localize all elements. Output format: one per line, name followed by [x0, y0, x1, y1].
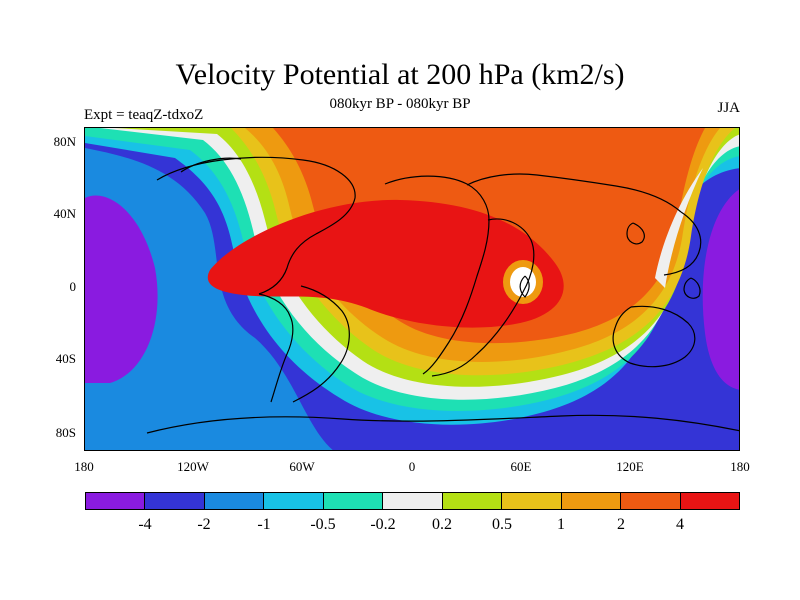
- chart-subtitle: 080kyr BP - 080kyr BP: [329, 96, 471, 112]
- colorbar-swatch: [145, 493, 205, 509]
- colorbar-label-pos-1: 1: [557, 516, 565, 533]
- map-panel: [84, 127, 740, 451]
- madagascar-outline: [519, 275, 530, 298]
- south-america-west-coast: [258, 293, 294, 403]
- velocity-potential-map: [85, 128, 739, 450]
- band-positive-4: [207, 199, 564, 328]
- north-america-coast: [156, 156, 356, 295]
- longitude-label-180-east-edge: 180: [730, 459, 750, 474]
- colorbar-label-neg-0-5: -0.5: [310, 516, 336, 533]
- longitude-label-180-west-edge: 180: [74, 459, 94, 474]
- coastline-group: [146, 156, 739, 434]
- colorbar-swatch: [502, 493, 562, 509]
- band-negative-1: [85, 148, 333, 450]
- pacific-minimum-west: [85, 195, 158, 383]
- longitude-label-120w: 120W: [177, 459, 209, 474]
- africa-east-coast: [431, 218, 535, 377]
- experiment-label: Expt = teaqZ-tdxoZ: [84, 107, 204, 123]
- colorbar-swatch: [86, 493, 146, 509]
- indian-ocean-anomaly-inner: [510, 267, 536, 297]
- maritime-continent-outline: [683, 277, 701, 299]
- colorbar-swatch: [442, 493, 503, 509]
- colorbar-swatch: [383, 493, 443, 509]
- canadian-arctic-coast: [180, 157, 242, 173]
- colorbar-swatch: [323, 493, 384, 509]
- antarctica-coast: [146, 414, 739, 434]
- colorbar-swatch: [561, 493, 622, 509]
- chart-title: Velocity Potential at 200 hPa (km2/s): [175, 58, 625, 91]
- pacific-minimum-east: [702, 189, 739, 390]
- colorbar-swatch: [621, 493, 681, 509]
- colorbar: [85, 492, 740, 510]
- longitude-label-60w: 60W: [289, 459, 315, 474]
- latitude-label-80n: 80N: [53, 134, 76, 149]
- longitude-label-60e: 60E: [510, 459, 532, 474]
- colorbar-swatch: [264, 493, 324, 509]
- eurasia-coast: [466, 173, 682, 213]
- latitude-label-80s: 80S: [55, 425, 76, 440]
- colorbar-label-neg-1: -1: [257, 516, 271, 533]
- latitude-label-equator: 0: [69, 279, 77, 294]
- australia-coast: [612, 305, 696, 368]
- latitude-label-40s: 40S: [55, 351, 76, 366]
- colorbar-label-neg-0-2: -0.2: [370, 516, 396, 533]
- arabia-outline: [626, 222, 645, 245]
- colorbar-label-pos-0-5: 0.5: [492, 516, 512, 533]
- colorbar-swatch: [204, 493, 265, 509]
- longitude-label-120e: 120E: [616, 459, 644, 474]
- colorbar-label-neg-4: -4: [138, 516, 152, 533]
- longitude-label-0: 0: [408, 459, 416, 474]
- season-label: JJA: [717, 100, 740, 116]
- colorbar-label-neg-2: -2: [197, 516, 211, 533]
- africa-west-coast: [384, 175, 490, 375]
- colorbar-swatch: [680, 493, 739, 509]
- colorbar-label-pos-0-2: 0.2: [432, 516, 452, 533]
- colorbar-label-pos-4: 4: [676, 516, 684, 533]
- latitude-label-40n: 40N: [53, 206, 76, 221]
- east-asia-coast: [663, 211, 702, 276]
- west-pacific-neutral-streak: [655, 168, 703, 288]
- colorbar-label-pos-2: 2: [617, 516, 625, 533]
- south-america-east-coast: [292, 285, 350, 403]
